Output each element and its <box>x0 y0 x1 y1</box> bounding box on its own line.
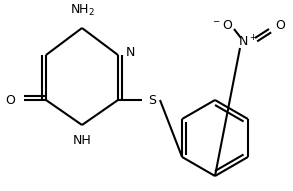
Text: NH$_2$: NH$_2$ <box>69 2 94 18</box>
Text: S: S <box>148 94 156 107</box>
Text: NH: NH <box>73 134 91 146</box>
Text: $^-$O: $^-$O <box>211 19 233 32</box>
Text: N: N <box>125 45 135 58</box>
Text: N$^+$: N$^+$ <box>238 34 258 50</box>
Text: O: O <box>5 94 15 107</box>
Text: O: O <box>275 19 285 32</box>
